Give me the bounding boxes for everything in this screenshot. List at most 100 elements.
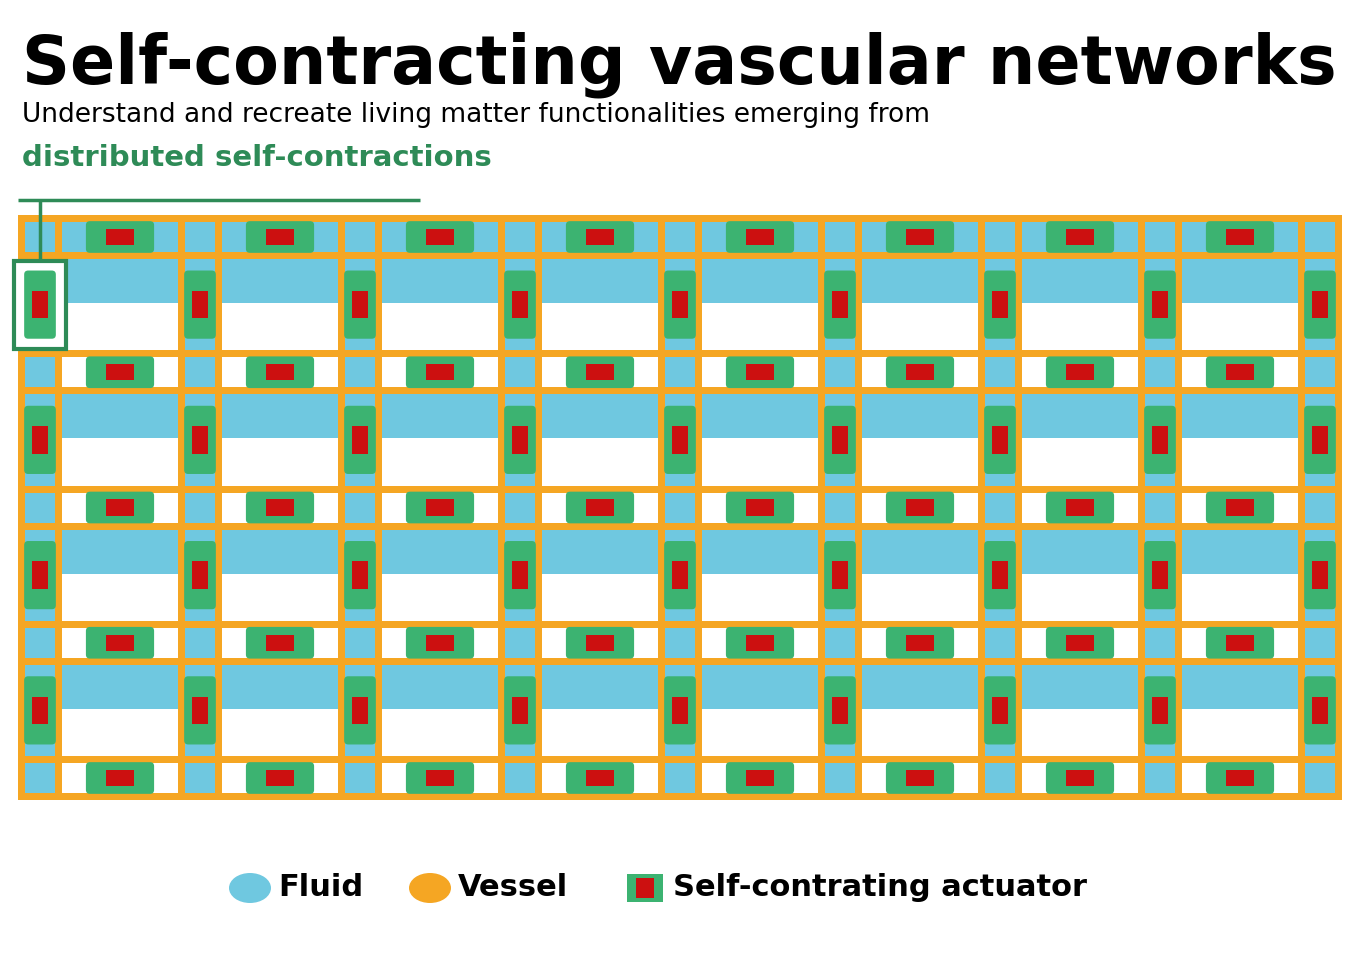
FancyBboxPatch shape [726,492,794,524]
Bar [543,709,658,800]
FancyBboxPatch shape [664,677,696,744]
FancyBboxPatch shape [184,677,216,744]
Bar [906,364,933,380]
Text: Fluid: Fluid [277,873,363,902]
FancyBboxPatch shape [1304,270,1336,339]
FancyBboxPatch shape [824,677,855,744]
Bar [1227,364,1254,380]
Bar [1227,499,1254,516]
FancyBboxPatch shape [405,762,475,794]
Bar [1312,697,1329,724]
FancyBboxPatch shape [664,541,696,609]
FancyBboxPatch shape [985,541,1016,609]
Bar [1066,228,1093,245]
FancyBboxPatch shape [1304,541,1336,609]
Bar [1066,770,1093,786]
Bar [18,215,1342,800]
Bar [672,291,688,318]
Bar [427,228,454,245]
Bar [747,364,774,380]
Bar [1182,303,1297,394]
Bar [586,364,613,380]
FancyBboxPatch shape [566,356,634,388]
Bar [906,770,933,786]
FancyBboxPatch shape [985,406,1016,474]
FancyBboxPatch shape [566,221,634,253]
FancyBboxPatch shape [566,492,634,524]
Bar [1066,634,1093,651]
FancyBboxPatch shape [824,406,855,474]
Bar [855,215,862,800]
Bar [511,291,528,318]
Bar [747,770,774,786]
Bar [543,303,658,394]
Bar [862,709,978,800]
FancyBboxPatch shape [1304,677,1336,744]
Bar [31,697,48,724]
Bar [178,215,185,800]
Bar [382,439,498,529]
FancyBboxPatch shape [1206,762,1274,794]
Bar [63,303,178,394]
Bar [1175,215,1182,800]
FancyBboxPatch shape [1206,492,1274,524]
Bar [906,499,933,516]
Bar [1227,770,1254,786]
Bar [375,215,382,800]
Bar [352,697,369,724]
Bar [18,756,1342,763]
Bar [862,439,978,529]
Bar [672,697,688,724]
Bar [978,215,985,800]
Bar [1182,709,1297,800]
FancyBboxPatch shape [405,492,475,524]
FancyBboxPatch shape [885,627,955,658]
Bar [106,634,133,651]
Bar [222,439,339,529]
Bar [511,426,528,454]
Bar [14,260,65,348]
FancyBboxPatch shape [824,270,855,339]
Bar [702,709,817,800]
Bar [106,228,133,245]
FancyBboxPatch shape [885,492,955,524]
FancyBboxPatch shape [86,221,154,253]
Bar [991,697,1008,724]
Bar [1227,634,1254,651]
Bar [18,350,1342,357]
FancyBboxPatch shape [24,406,56,474]
Bar [817,215,826,800]
Bar [427,770,454,786]
Bar [832,426,849,454]
FancyBboxPatch shape [24,677,56,744]
Bar [991,291,1008,318]
Bar [586,228,613,245]
FancyBboxPatch shape [344,677,375,744]
FancyBboxPatch shape [505,406,536,474]
Bar [31,291,48,318]
Text: Self-contracting vascular networks: Self-contracting vascular networks [22,32,1337,98]
Bar [352,426,369,454]
Bar [1066,499,1093,516]
Bar [1021,573,1138,665]
Bar [31,426,48,454]
Bar [427,499,454,516]
Bar [267,364,294,380]
Ellipse shape [228,873,271,903]
Bar [31,561,48,589]
FancyBboxPatch shape [344,406,375,474]
Bar [192,426,208,454]
FancyBboxPatch shape [86,492,154,524]
Bar [1021,439,1138,529]
Bar [18,620,1342,628]
Bar [747,634,774,651]
Bar [427,634,454,651]
Bar [586,499,613,516]
FancyBboxPatch shape [246,492,314,524]
Bar [54,215,63,800]
Bar [192,291,208,318]
FancyBboxPatch shape [1206,627,1274,658]
Bar [18,252,1342,259]
FancyBboxPatch shape [885,356,955,388]
Bar [511,561,528,589]
